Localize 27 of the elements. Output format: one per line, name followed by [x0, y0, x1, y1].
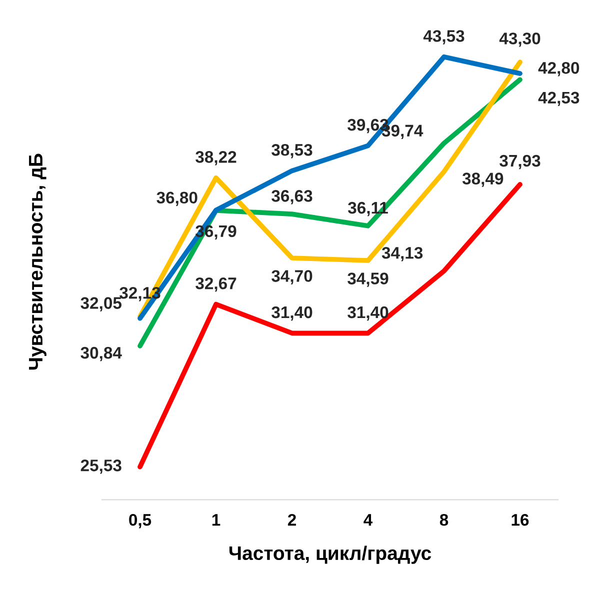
data-label: 43,53 [423, 30, 464, 44]
x-tick-label: 16 [512, 514, 529, 526]
data-label: 30,84 [80, 346, 122, 362]
x-tick-label: 4 [364, 514, 373, 526]
y-axis-title: Чувствительность, дБ [29, 154, 46, 370]
data-label: 38,22 [196, 151, 236, 166]
data-label: 34,59 [348, 272, 388, 287]
data-label: 34,70 [272, 270, 312, 284]
data-label: 37,93 [500, 154, 540, 170]
data-label: 31,40 [348, 306, 388, 321]
data-label: 31,40 [272, 306, 312, 321]
data-label: 32,67 [196, 277, 236, 292]
data-label: 42,53 [538, 92, 580, 106]
x-tick-label: 8 [440, 514, 448, 526]
x-tick-label: 1 [212, 514, 220, 526]
x-tick-label: 2 [288, 514, 296, 526]
data-label: 42,80 [538, 62, 580, 76]
data-label: 25,53 [80, 460, 122, 474]
x-axis-title: Частота, цикл/градус [229, 546, 432, 564]
data-label: 43,30 [499, 32, 540, 47]
x-tick-label: 0,5 [129, 514, 152, 528]
data-label: 36,63 [272, 190, 312, 204]
data-label: 36,80 [156, 192, 198, 206]
data-label: 32,05 [80, 297, 122, 312]
data-label: 38,53 [272, 144, 312, 158]
data-label: 38,49 [462, 172, 504, 187]
data-label: 34,13 [382, 246, 423, 262]
